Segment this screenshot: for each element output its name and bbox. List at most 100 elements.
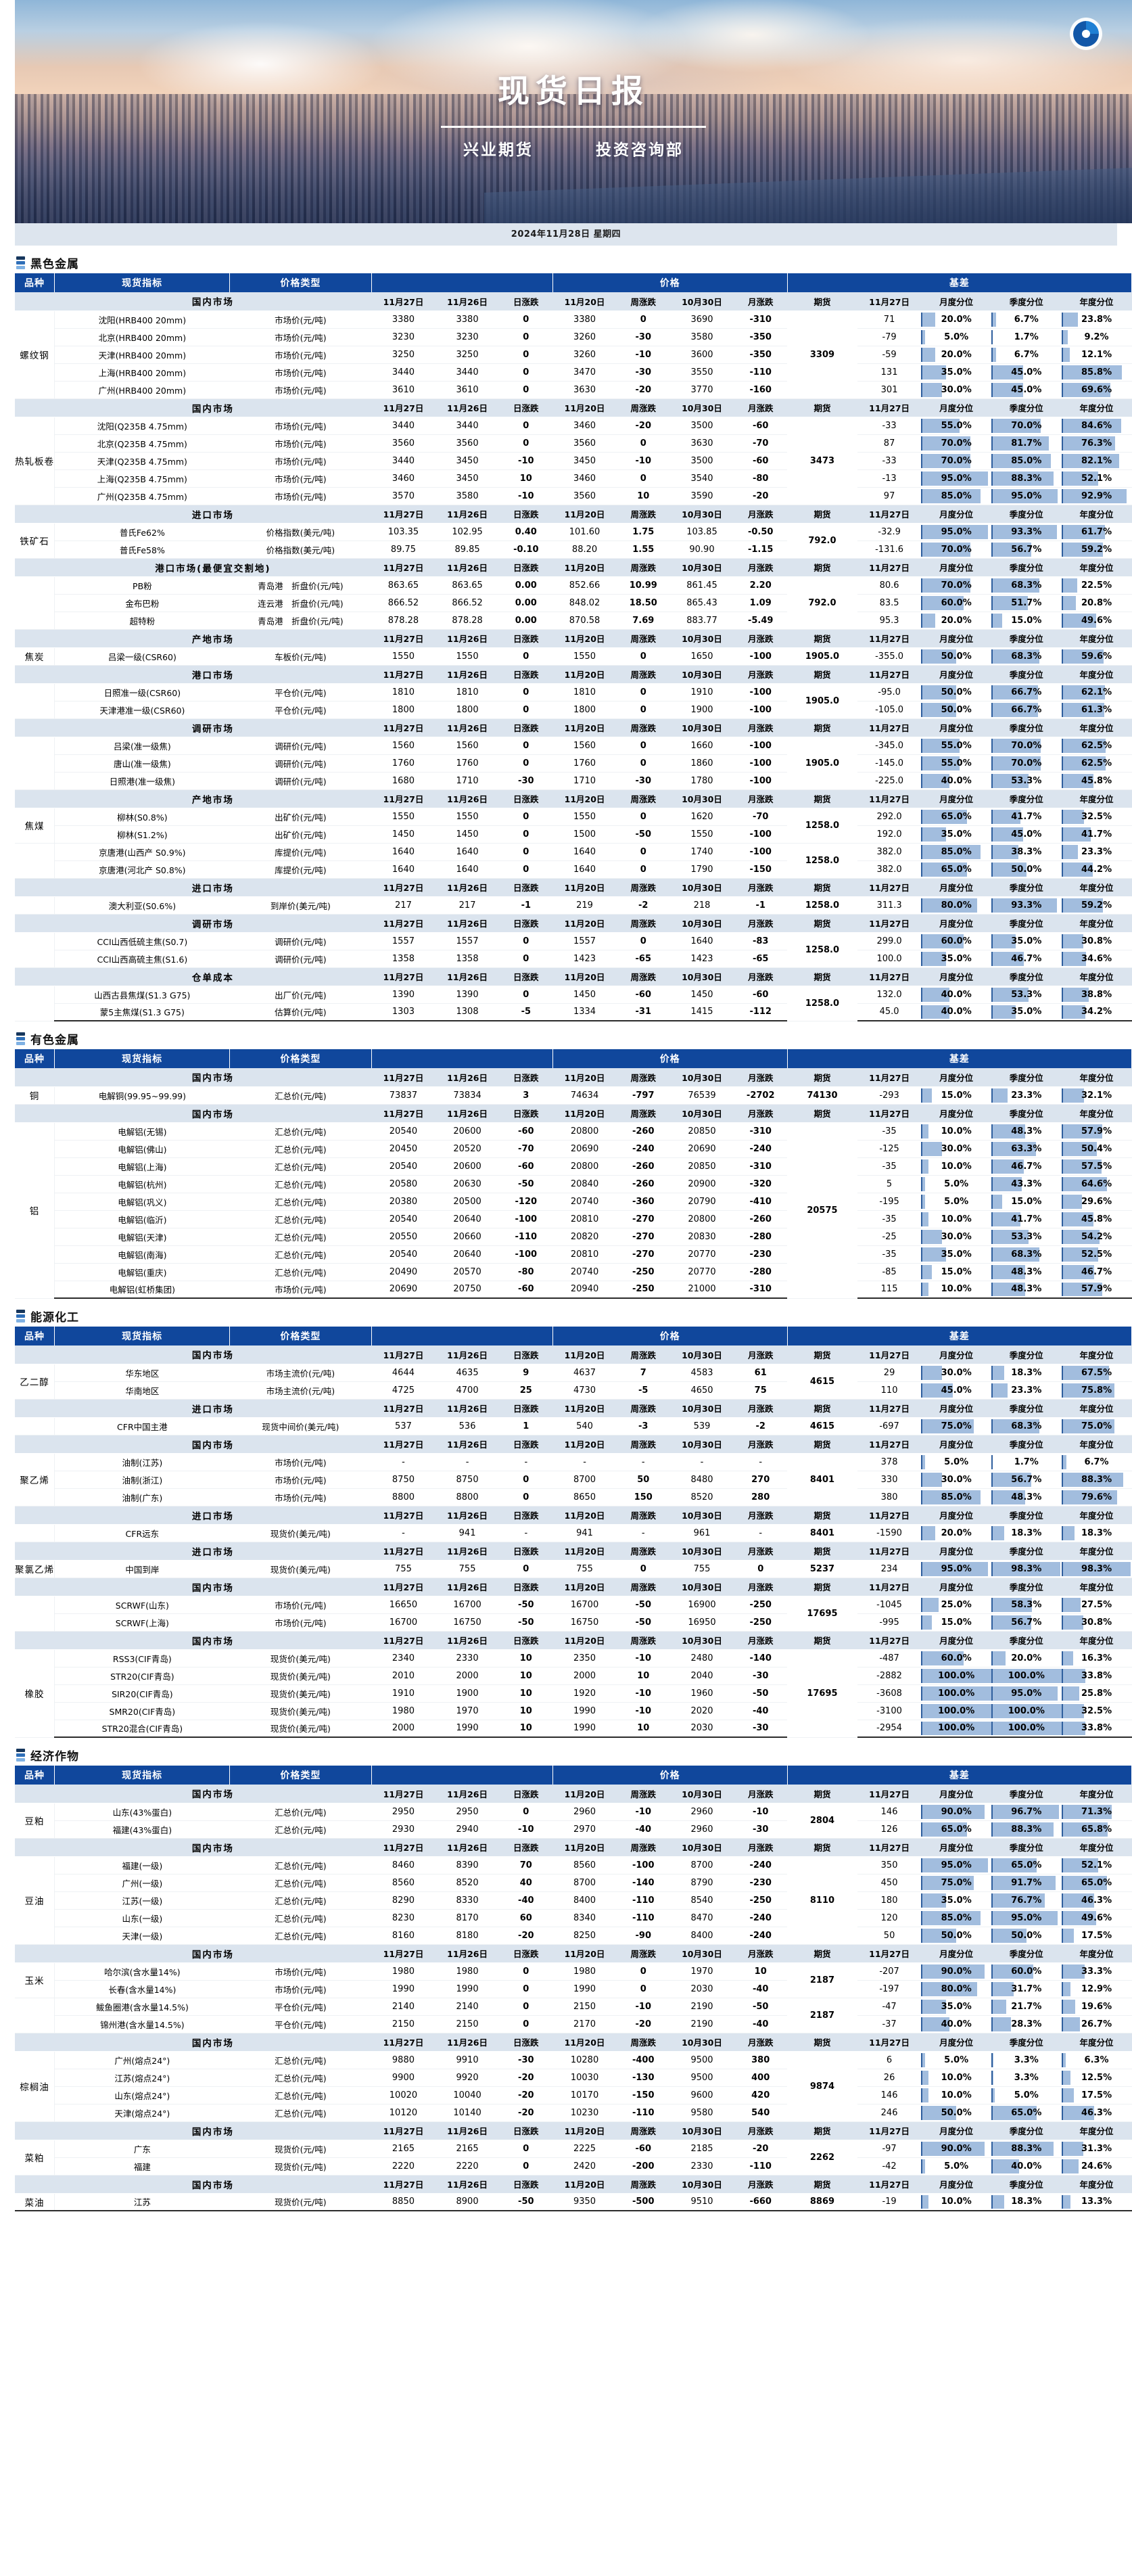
price-w1: 755 <box>552 1560 617 1578</box>
market-label: 国内市场 <box>54 1346 372 1364</box>
price-type: 平仓价(元/吨) <box>229 1998 372 2016</box>
section-heading: 能源化工 <box>16 1308 1132 1325</box>
monthly-change: -5.49 <box>734 612 788 630</box>
price-d2: 1560 <box>435 737 500 755</box>
table-row: STR20混合(CIF青岛) 现货价(美元/吨) 2000 1990 10 1990 10 2… <box>15 1720 1132 1738</box>
futures-price: 8110 <box>787 1856 857 1945</box>
monthly-change: -2 <box>734 1417 788 1435</box>
basis-value: -32.9 <box>857 523 922 541</box>
col-group-header: 价格类型 <box>229 1766 372 1785</box>
weekly-change: 0 <box>616 1560 670 1578</box>
col-subheader: 11月26日 <box>435 1542 500 1561</box>
basis-value: -105.0 <box>857 701 922 719</box>
price-type: 市场价(元/吨) <box>229 1980 372 1998</box>
quantile-cell-quarter: 28.3% <box>991 2015 1062 2033</box>
table-row: 山东(熔点24°) 汇总价(元/吨) 10020 10040 -20 10170 -150 9… <box>15 2086 1132 2104</box>
price-d1: 8460 <box>371 1856 435 1874</box>
col-subheader: 月度分位 <box>921 967 991 986</box>
price-w1: 20810 <box>552 1245 617 1264</box>
basis-value: 350 <box>857 1856 922 1874</box>
col-subheader: 11月26日 <box>435 398 500 417</box>
quantile-cell-month: 35.0% <box>921 363 991 382</box>
market-subheader-row: 国内市场 11月27日 11月26日 日涨跌 11月20日 周涨跌 10月30日 月涨跌 期货 1… <box>15 2121 1132 2140</box>
xingye-futures-logo <box>1070 18 1102 50</box>
monthly-change: -70 <box>734 434 788 453</box>
price-w1: 1710 <box>552 772 617 790</box>
col-subheader: 季度分位 <box>991 878 1062 897</box>
col-subheader: 周涨跌 <box>616 1542 670 1561</box>
basis-value: -1590 <box>857 1524 922 1542</box>
table-row: CFR中国主港 现货中间价(美元/吨) 537 536 1 540 -3 539 -2 4615-… <box>15 1417 1132 1435</box>
quantile-cell-month: 60.0% <box>921 594 991 612</box>
table-row: 北京(Q235B 4.75mm) 市场价(元/吨) 3560 3560 0 3560 0 36… <box>15 434 1132 453</box>
futures-price: 5237 <box>787 1560 857 1578</box>
subheader-spacer <box>15 292 55 311</box>
col-subheader: 周涨跌 <box>616 1435 670 1454</box>
col-subheader: 11月20日 <box>552 1104 617 1123</box>
quantile-cell-quarter: 15.0% <box>991 1193 1062 1211</box>
market-label: 进口市场 <box>54 878 372 897</box>
market-subheader-row: 产地市场 11月27日 11月26日 日涨跌 11月20日 周涨跌 10月30日 月涨跌 期货 1… <box>15 789 1132 808</box>
price-type: 市场主流价(元/吨) <box>229 1381 372 1400</box>
price-d2: 3440 <box>435 363 500 382</box>
price-d1: 10020 <box>371 2086 435 2104</box>
basis-value: -131.6 <box>857 540 922 559</box>
col-subheader: 年度分位 <box>1061 878 1132 897</box>
daily-change: 0 <box>499 1962 553 1981</box>
daily-change: 10 <box>499 1684 553 1703</box>
col-subheader: 周涨跌 <box>616 1068 670 1087</box>
basis-value: 45.0 <box>857 1003 922 1021</box>
price-d1: 2150 <box>371 2015 435 2033</box>
quantile-cell-year: 62.5% <box>1061 754 1132 773</box>
table-row: CCI山西低硫主焦(S0.7) 调研价(元/吨) 1557 1557 0 1557 0 164… <box>15 932 1132 968</box>
price-d1: 3460 <box>371 469 435 488</box>
table-row: 上海(HRB400 20mm) 市场价(元/吨) 3440 3440 0 3470 -30 3… <box>15 363 1132 382</box>
quantile-cell-year: 12.5% <box>1061 2069 1132 2087</box>
monthly-change: -40 <box>734 1702 788 1720</box>
col-subheader: 周涨跌 <box>616 665 670 684</box>
indicator-name: 锦州港(含水量14.5%) <box>54 2015 230 2033</box>
col-subheader: 11月27日 <box>857 665 922 684</box>
quantile-cell-year: 27.5% <box>1061 1596 1132 1614</box>
quantile-cell-quarter: 50.0% <box>991 860 1062 879</box>
price-m1: 9600 <box>669 2086 734 2104</box>
monthly-change: - <box>734 1524 788 1542</box>
indicator-name: 上海(Q235B 4.75mm) <box>54 469 230 488</box>
basis-value: -35 <box>857 1245 922 1264</box>
price-m1: 3500 <box>669 452 734 470</box>
price-d1: 1550 <box>371 808 435 826</box>
quantile-cell-month: 100.0% <box>921 1667 991 1685</box>
col-subheader: 年度分位 <box>1061 1346 1132 1364</box>
price-type: 市场价(元/吨) <box>229 346 372 364</box>
price-d2: 863.65 <box>435 576 500 595</box>
price-d1: 1358 <box>371 950 435 968</box>
quantile-cell-quarter: 46.7% <box>991 1157 1062 1176</box>
quantile-cell-month: 85.0% <box>921 487 991 505</box>
section-table: 品种 现货指标 价格类型 价格 基差 国内市场 11月27日 11月26日 日涨跌 11月20日周… <box>15 1766 1132 2211</box>
daily-change: 0 <box>499 434 553 453</box>
col-subheader: 11月27日 <box>857 1506 922 1525</box>
col-subheader: 周涨跌 <box>616 789 670 808</box>
price-w1: 20740 <box>552 1263 617 1281</box>
price-d2: 8800 <box>435 1488 500 1506</box>
table-row: 聚氯乙烯 中国到岸 现货价(美元/吨) 755 755 0 755 0 755 0 5237 234 9… <box>15 1560 1132 1578</box>
col-subheader: 11月20日 <box>552 2121 617 2140</box>
table-row: 电解铝(南海) 汇总价(元/吨) 20540 20640 -100 20810 -270 20… <box>15 1245 1132 1264</box>
indicator-name: 天津港准一级(CSR60) <box>54 701 230 719</box>
table-row: 吕梁(准一级焦) 调研价(元/吨) 1560 1560 0 1560 0 1660 -100 19… <box>15 737 1132 790</box>
col-group-header: 品种 <box>15 1049 55 1068</box>
price-w1: 848.02 <box>552 594 617 612</box>
price-d2: 4700 <box>435 1381 500 1400</box>
monthly-change: -110 <box>734 2157 788 2176</box>
col-subheader: 日涨跌 <box>499 505 553 524</box>
col-subheader: 日涨跌 <box>499 665 553 684</box>
variety-label: 乙二醇 <box>15 1364 55 1400</box>
col-subheader: 月度分位 <box>921 292 991 311</box>
quantile-cell-year: 46.3% <box>1061 2104 1132 2122</box>
daily-change: 0 <box>499 1488 553 1506</box>
monthly-change: -83 <box>734 932 788 950</box>
col-subheader: 周涨跌 <box>616 505 670 524</box>
col-subheader: 周涨跌 <box>616 558 670 577</box>
col-group-header: 品种 <box>15 273 55 292</box>
col-subheader: 期货 <box>787 292 857 311</box>
